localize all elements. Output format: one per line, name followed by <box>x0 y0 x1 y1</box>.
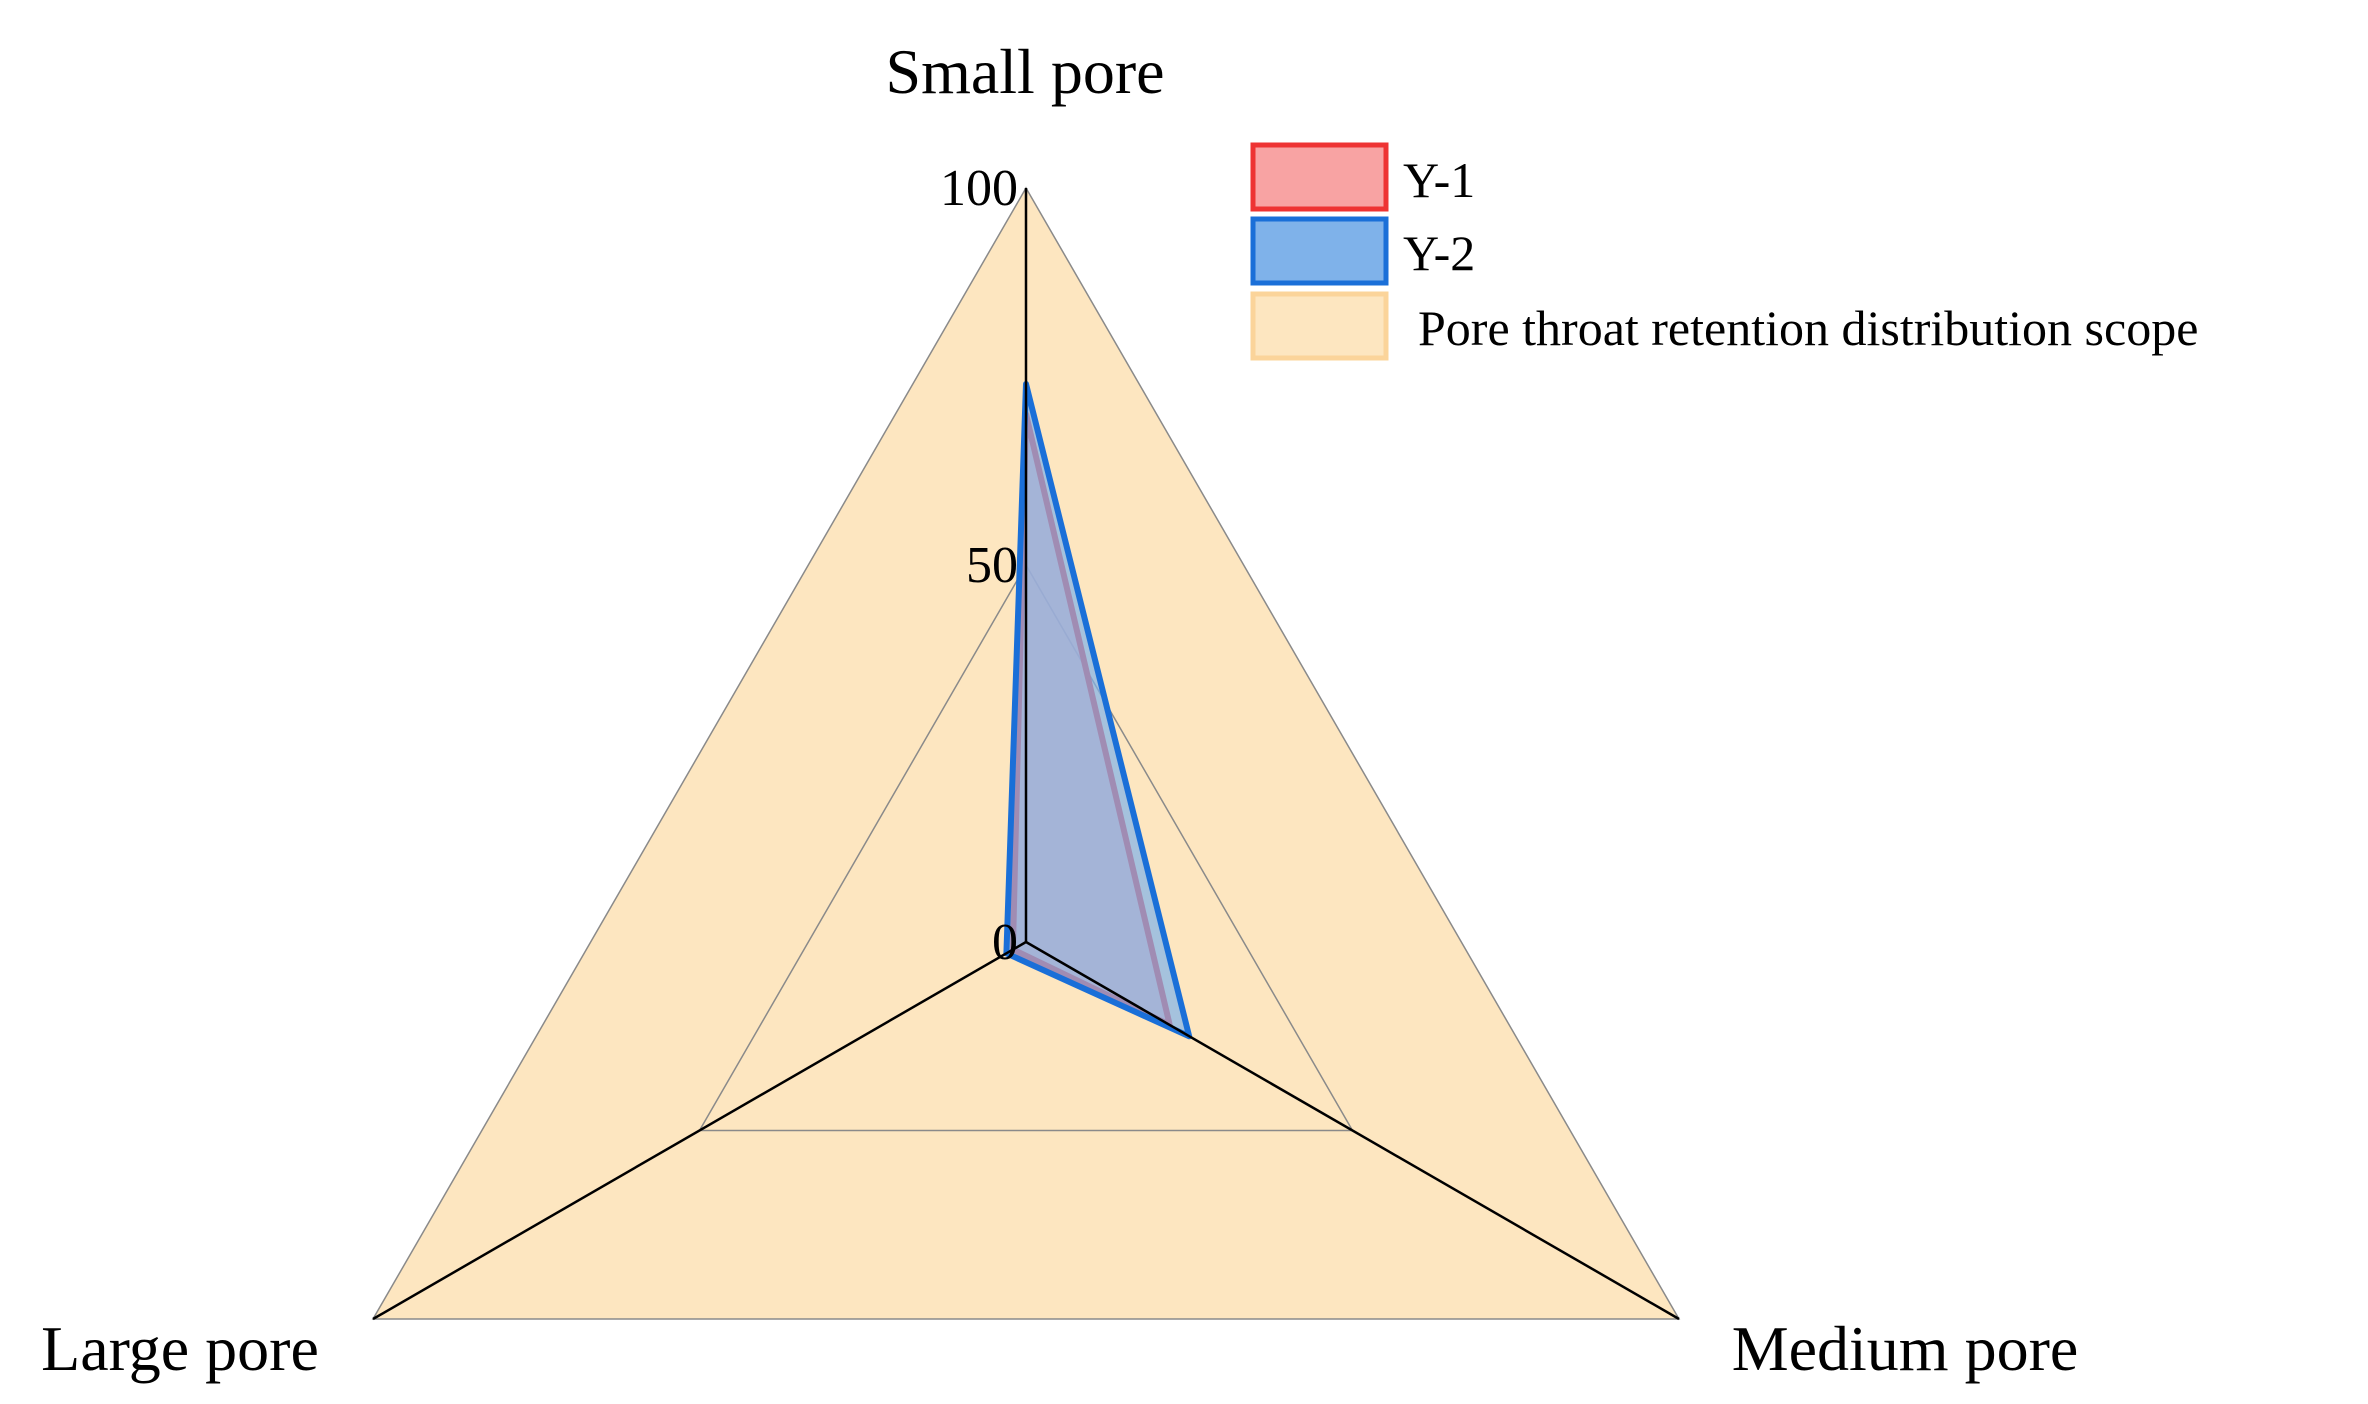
axis-spoke-large-pore <box>372 940 1027 1321</box>
grid-ring-50 <box>698 563 1354 1132</box>
legend-swatch-y-2 <box>1250 216 1389 286</box>
tick-label-50: 50 <box>966 537 1018 594</box>
legend-label-scope: Pore throat retention distribution scope <box>1418 300 2198 356</box>
legend-label-y-1: Y-1 <box>1403 152 1475 208</box>
axis-layer <box>372 188 1680 1321</box>
legend-swatch-scope <box>1250 291 1389 361</box>
legend: Y-1 Y-2 Pore throat retention distributi… <box>1250 142 2198 361</box>
grid-layer <box>698 563 1354 1132</box>
series-layer <box>1003 381 1193 1040</box>
legend-label-y-2: Y-2 <box>1403 225 1475 281</box>
axis-title-large-pore: Large pore <box>41 1313 319 1384</box>
tick-label-0: 0 <box>992 914 1018 971</box>
axis-title-small-pore: Small pore <box>885 36 1164 107</box>
tick-label-100: 100 <box>940 160 1018 217</box>
series-polygon-y-2 <box>1003 381 1193 1040</box>
axis-spoke-medium-pore <box>1025 940 1680 1321</box>
legend-swatch-y-1 <box>1250 142 1389 212</box>
axis-title-medium-pore: Medium pore <box>1732 1313 2079 1384</box>
